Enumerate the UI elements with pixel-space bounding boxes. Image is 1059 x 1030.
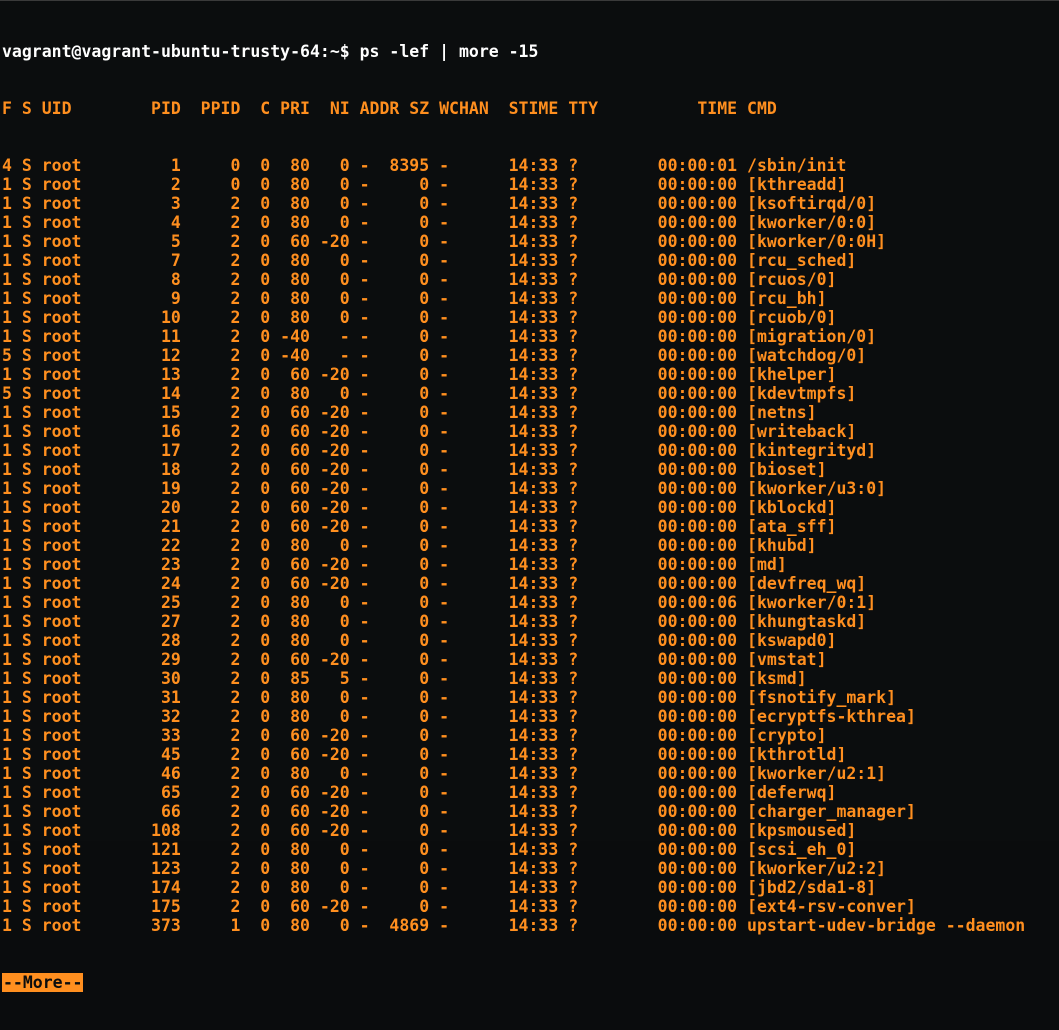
process-row: 1 S root 7 2 0 80 0 - 0 - 14:33 ? 00:00:… — [2, 251, 857, 270]
process-row: 1 S root 22 2 0 80 0 - 0 - 14:33 ? 00:00… — [2, 536, 817, 555]
process-row: 1 S root 19 2 0 60 -20 - 0 - 14:33 ? 00:… — [2, 479, 887, 498]
process-row: 1 S root 174 2 0 80 0 - 0 - 14:33 ? 00:0… — [2, 878, 877, 897]
process-table-rows: 4 S root 1 0 0 80 0 - 8395 - 14:33 ? 00:… — [2, 156, 1057, 935]
process-row: 1 S root 45 2 0 60 -20 - 0 - 14:33 ? 00:… — [2, 745, 847, 764]
process-row: 1 S root 28 2 0 80 0 - 0 - 14:33 ? 00:00… — [2, 631, 837, 650]
process-row: 5 S root 14 2 0 80 0 - 0 - 14:33 ? 00:00… — [2, 384, 857, 403]
process-row: 1 S root 17 2 0 60 -20 - 0 - 14:33 ? 00:… — [2, 441, 877, 460]
process-row: 1 S root 13 2 0 60 -20 - 0 - 14:33 ? 00:… — [2, 365, 837, 384]
process-row: 1 S root 10 2 0 80 0 - 0 - 14:33 ? 00:00… — [2, 308, 837, 327]
process-row: 1 S root 2 0 0 80 0 - 0 - 14:33 ? 00:00:… — [2, 175, 847, 194]
process-row: 1 S root 33 2 0 60 -20 - 0 - 14:33 ? 00:… — [2, 726, 827, 745]
process-row: 1 S root 18 2 0 60 -20 - 0 - 14:33 ? 00:… — [2, 460, 827, 479]
process-row: 1 S root 5 2 0 60 -20 - 0 - 14:33 ? 00:0… — [2, 232, 887, 251]
process-row: 1 S root 11 2 0 -40 - - 0 - 14:33 ? 00:0… — [2, 327, 877, 346]
process-row: 1 S root 20 2 0 60 -20 - 0 - 14:33 ? 00:… — [2, 498, 837, 517]
process-row: 1 S root 23 2 0 60 -20 - 0 - 14:33 ? 00:… — [2, 555, 787, 574]
process-row: 1 S root 21 2 0 60 -20 - 0 - 14:33 ? 00:… — [2, 517, 837, 536]
process-row: 1 S root 66 2 0 60 -20 - 0 - 14:33 ? 00:… — [2, 802, 916, 821]
command-prompt-line: vagrant@vagrant-ubuntu-trusty-64:~$ ps -… — [2, 42, 539, 61]
more-pager-line: --More-- — [2, 973, 1057, 992]
process-row: 1 S root 25 2 0 80 0 - 0 - 14:33 ? 00:00… — [2, 593, 877, 612]
process-row: 1 S root 3 2 0 80 0 - 0 - 14:33 ? 00:00:… — [2, 194, 877, 213]
process-row: 1 S root 121 2 0 80 0 - 0 - 14:33 ? 00:0… — [2, 840, 857, 859]
process-row: 1 S root 46 2 0 80 0 - 0 - 14:33 ? 00:00… — [2, 764, 887, 783]
process-row: 1 S root 8 2 0 80 0 - 0 - 14:33 ? 00:00:… — [2, 270, 837, 289]
terminal-window[interactable]: vagrant@vagrant-ubuntu-trusty-64:~$ ps -… — [0, 0, 1059, 992]
process-row: 1 S root 15 2 0 60 -20 - 0 - 14:33 ? 00:… — [2, 403, 817, 422]
process-row: 1 S root 123 2 0 80 0 - 0 - 14:33 ? 00:0… — [2, 859, 887, 878]
process-row: 1 S root 373 1 0 80 0 - 4869 - 14:33 ? 0… — [2, 916, 1026, 935]
process-row: 1 S root 4 2 0 80 0 - 0 - 14:33 ? 00:00:… — [2, 213, 877, 232]
terminal-screen: vagrant@vagrant-ubuntu-trusty-64:~$ ps -… — [2, 4, 1057, 1030]
process-row: 1 S root 24 2 0 60 -20 - 0 - 14:33 ? 00:… — [2, 574, 867, 593]
process-row: 1 S root 30 2 0 85 5 - 0 - 14:33 ? 00:00… — [2, 669, 807, 688]
process-row: 1 S root 108 2 0 60 -20 - 0 - 14:33 ? 00… — [2, 821, 857, 840]
process-row: 1 S root 27 2 0 80 0 - 0 - 14:33 ? 00:00… — [2, 612, 867, 631]
process-row: 1 S root 31 2 0 80 0 - 0 - 14:33 ? 00:00… — [2, 688, 897, 707]
process-row: 4 S root 1 0 0 80 0 - 8395 - 14:33 ? 00:… — [2, 156, 847, 175]
process-row: 1 S root 175 2 0 60 -20 - 0 - 14:33 ? 00… — [2, 897, 916, 916]
more-pager-prompt[interactable]: --More-- — [2, 973, 84, 992]
process-row: 1 S root 32 2 0 80 0 - 0 - 14:33 ? 00:00… — [2, 707, 916, 726]
process-table-header: F S UID PID PPID C PRI NI ADDR SZ WCHAN … — [2, 99, 777, 118]
process-row: 5 S root 12 2 0 -40 - - 0 - 14:33 ? 00:0… — [2, 346, 867, 365]
process-row: 1 S root 16 2 0 60 -20 - 0 - 14:33 ? 00:… — [2, 422, 857, 441]
process-row: 1 S root 9 2 0 80 0 - 0 - 14:33 ? 00:00:… — [2, 289, 827, 308]
process-row: 1 S root 65 2 0 60 -20 - 0 - 14:33 ? 00:… — [2, 783, 837, 802]
process-row: 1 S root 29 2 0 60 -20 - 0 - 14:33 ? 00:… — [2, 650, 827, 669]
